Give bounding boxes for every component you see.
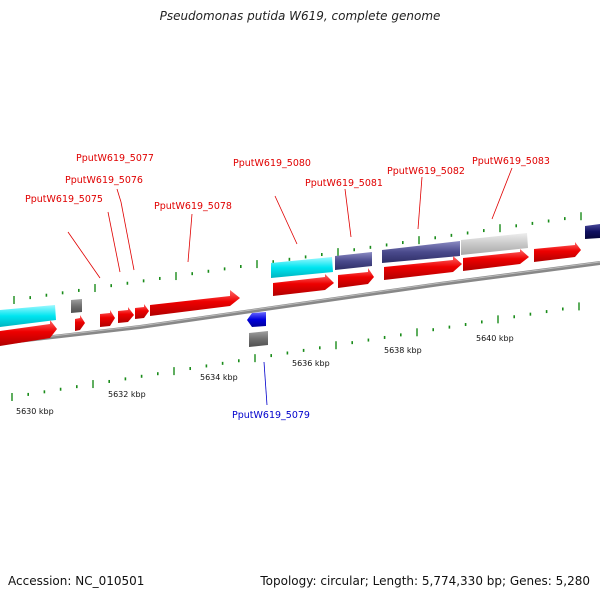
feature-light-gray-5083[interactable]	[461, 233, 528, 255]
scale-label-5634: 5634 kbp	[200, 373, 238, 382]
cds-forward-right[interactable]	[534, 242, 581, 262]
gene-label-5083[interactable]: PputW619_5083	[472, 156, 550, 167]
gene-label-5081[interactable]: PputW619_5081	[305, 178, 383, 189]
gene-label-5080[interactable]: PputW619_5080	[233, 158, 311, 169]
label-leader-lines	[67, 167, 513, 279]
cds-forward-5076[interactable]	[118, 307, 134, 323]
feature-slate-5081[interactable]	[335, 252, 372, 270]
cds-forward-5078[interactable]	[150, 290, 240, 316]
feature-dark-gray-small[interactable]	[71, 299, 82, 313]
feature-dark-gray-5079[interactable]	[249, 331, 268, 347]
cds-forward-left[interactable]	[0, 320, 57, 346]
scale-label-5638: 5638 kbp	[384, 346, 422, 355]
cds-reverse-5079[interactable]	[247, 312, 266, 327]
feature-navy-right[interactable]	[585, 224, 600, 239]
feature-cyan-5080[interactable]	[271, 257, 333, 278]
cds-forward-tiny[interactable]	[75, 315, 85, 331]
cds-forward-5081[interactable]	[338, 268, 374, 288]
gene-label-5075[interactable]: PputW619_5075	[25, 194, 103, 205]
genome-summary-text: Topology: circular; Length: 5,774,330 bp…	[260, 574, 590, 588]
feature-cyan-left[interactable]	[0, 305, 56, 327]
accession-text: Accession: NC_010501	[8, 574, 145, 588]
feature-slate-5082[interactable]	[382, 241, 460, 263]
cds-forward-5082[interactable]	[384, 256, 462, 280]
cds-forward-5077[interactable]	[135, 304, 149, 319]
scale-label-5636: 5636 kbp	[292, 359, 330, 368]
scale-label-5632: 5632 kbp	[108, 390, 146, 399]
gene-label-5082[interactable]: PputW619_5082	[387, 166, 465, 177]
genome-backbone-highlight	[0, 261, 600, 343]
tick-row-lower	[11, 302, 580, 401]
scale-label-5640: 5640 kbp	[476, 334, 514, 343]
gene-label-5078[interactable]: PputW619_5078	[154, 201, 232, 212]
genome-backbone	[0, 261, 600, 345]
tick-row-upper	[13, 212, 582, 304]
cds-forward-5083[interactable]	[463, 249, 529, 271]
gene-label-5077[interactable]: PputW619_5077	[76, 153, 154, 164]
gene-label-5079[interactable]: PputW619_5079	[232, 410, 310, 421]
map-title: Pseudomonas putida W619, complete genome	[159, 9, 441, 23]
cds-forward-5075[interactable]	[100, 310, 115, 327]
scale-label-5630: 5630 kbp	[16, 407, 54, 416]
label-leader-5079	[263, 361, 268, 406]
cds-forward-5080[interactable]	[273, 274, 334, 296]
gene-label-5076[interactable]: PputW619_5076	[65, 175, 143, 186]
